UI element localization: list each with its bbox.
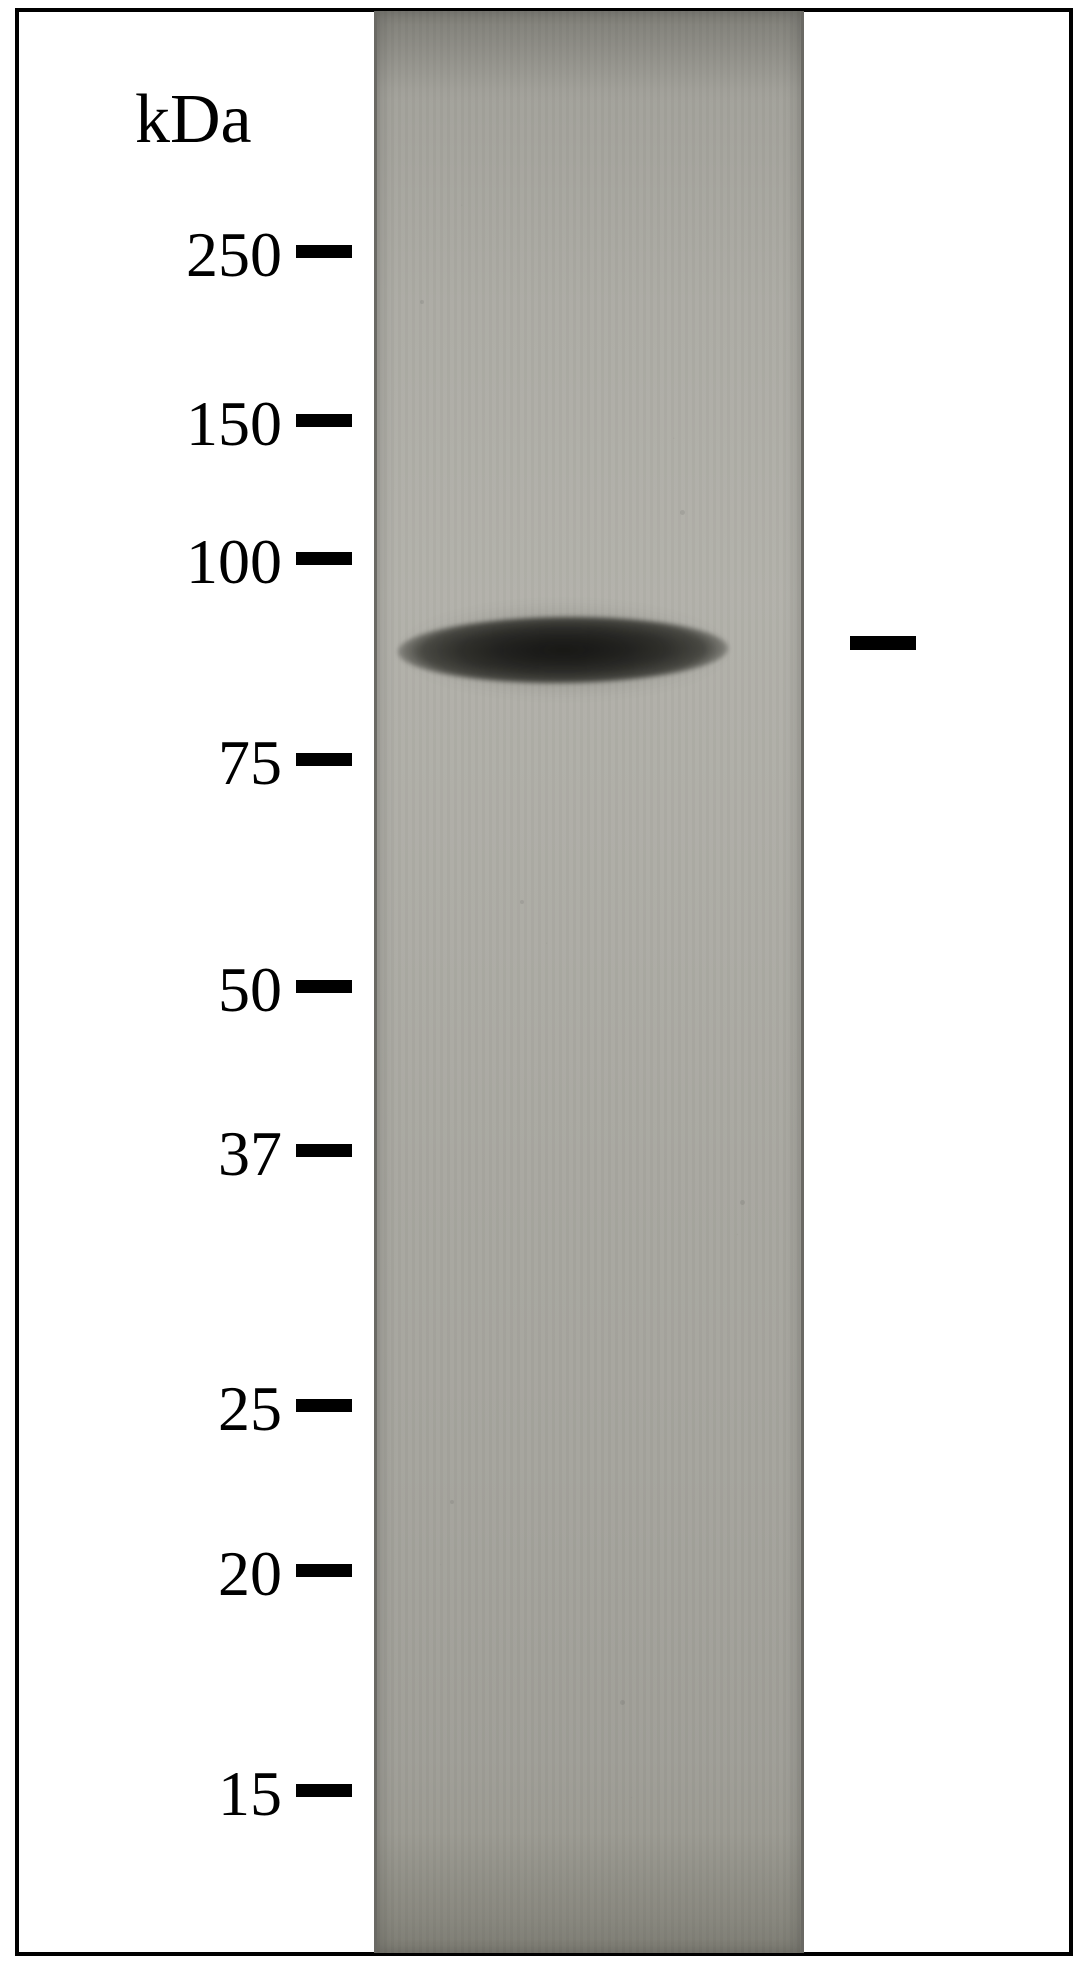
band-indicator	[850, 636, 916, 650]
marker-75-label: 75	[218, 726, 282, 800]
marker-100-tick	[296, 552, 352, 565]
marker-25-label: 25	[218, 1372, 282, 1446]
lane-speck	[420, 300, 424, 304]
lane-texture	[377, 11, 801, 1953]
marker-250-tick	[296, 245, 352, 258]
marker-100-label: 100	[186, 525, 282, 599]
marker-25-tick	[296, 1399, 352, 1412]
marker-150-tick	[296, 414, 352, 427]
marker-75-tick	[296, 753, 352, 766]
marker-37-tick	[296, 1144, 352, 1157]
marker-37-label: 37	[218, 1117, 282, 1191]
lane-top-smudge	[377, 11, 801, 101]
blot-lane	[374, 11, 804, 1953]
lane-speck	[450, 1500, 454, 1504]
marker-50-tick	[296, 980, 352, 993]
protein-band-halo	[386, 602, 742, 698]
lane-speck	[680, 510, 685, 515]
marker-20-tick	[296, 1564, 352, 1577]
lane-bottom-smudge	[377, 1833, 801, 1953]
lane-speck	[520, 900, 524, 904]
marker-15-label: 15	[218, 1757, 282, 1831]
marker-20-label: 20	[218, 1537, 282, 1611]
marker-50-label: 50	[218, 953, 282, 1027]
lane-speck	[620, 1700, 625, 1705]
unit-label: kDa	[135, 80, 252, 160]
marker-150-label: 150	[186, 387, 282, 461]
marker-250-label: 250	[186, 218, 282, 292]
lane-speck	[740, 1200, 745, 1205]
marker-15-tick	[296, 1784, 352, 1797]
